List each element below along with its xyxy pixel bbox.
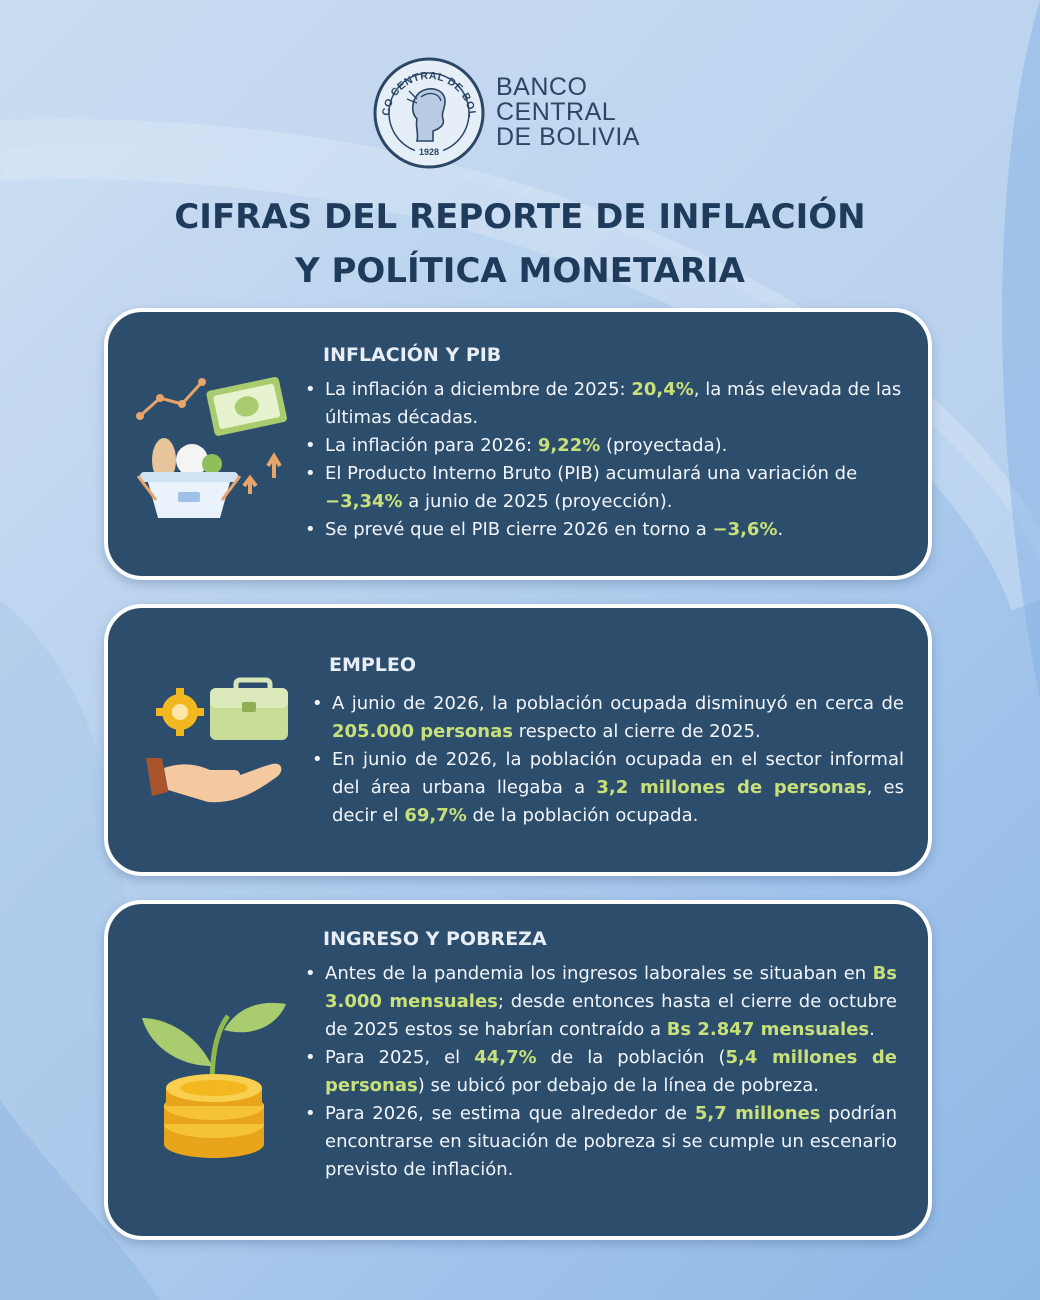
bullet-text: Para 2026, se estima que alrededor de (325, 1103, 695, 1124)
bullet-text: (proyectada). (600, 435, 728, 456)
highlighted-figure: 5,4 millones de personas (325, 1047, 898, 1096)
bullet-text: La inflación a diciembre de 2025: (325, 379, 632, 400)
bullet-text: respecto al cierre de 2025. (512, 721, 761, 742)
bullet-text: En junio de 2026, la población ocupada e… (332, 749, 904, 798)
highlighted-figure: 5,7 millones (694, 1103, 821, 1124)
highlighted-figure: 9,22% (537, 435, 601, 456)
bullet-text: Para 2025, el (325, 1047, 475, 1068)
bullet-item: Para 2025, el 44,7% de la población (5,4… (305, 1044, 897, 1100)
bank-name: BANCO CENTRAL DE BOLIVIA (496, 75, 640, 150)
bullet-text: a junio de 2025 (proyección). (402, 491, 673, 512)
seal-year: 1928 (419, 147, 439, 157)
bullet-item: La inflación para 2026: 9,22% (proyectad… (305, 432, 905, 460)
bullet-item: El Producto Interno Bruto (PIB) acumular… (305, 460, 905, 516)
briefcase-hand-icon (146, 677, 288, 803)
bullet-text: A junio de 2026, la población ocupada di… (332, 693, 904, 714)
bullet-list-empleo: A junio de 2026, la población ocupada di… (312, 690, 904, 830)
section-heading-empleo: EMPLEO (329, 654, 417, 676)
header: BANCO CENTRAL DE BOLIVIA 1928 BANCO CENT… (0, 55, 1040, 175)
highlighted-figure: 69,7% (404, 805, 467, 826)
highlighted-figure: 44,7% (474, 1047, 537, 1068)
bullet-item: Antes de la pandemia los ingresos labora… (305, 960, 897, 1044)
highlighted-figure: Bs 3.000 mensuales (325, 963, 897, 1012)
bullet-item: Se prevé que el PIB cierre 2026 en torno… (305, 516, 905, 544)
bank-name-line-1: BANCO (496, 73, 588, 101)
section-heading-ingreso-pobreza: INGRESO Y POBREZA (323, 928, 547, 950)
bullet-text: Se prevé que el PIB cierre 2026 en torno… (325, 519, 713, 540)
central-bank-seal-logo: BANCO CENTRAL DE BOLIVIA 1928 (373, 57, 485, 169)
bullet-text: La inflación para 2026: (325, 435, 538, 456)
bullet-text: podrían encontrarse en situación de pobr… (325, 1103, 897, 1180)
bullet-text: , la más elevada de las últimas décadas. (325, 379, 902, 428)
page-title-line-2: Y POLÍTICA MONETARIA (295, 251, 745, 291)
bullet-text: . (869, 1019, 875, 1040)
bullet-text: Antes de la pandemia los ingresos labora… (325, 963, 873, 984)
highlighted-figure: 205.000 personas (332, 721, 513, 742)
highlighted-figure: −3,34% (325, 491, 403, 512)
bullet-text: de la población ocupada. (466, 805, 699, 826)
section-heading-inflacion-pib: INFLACIÓN Y PIB (323, 344, 502, 366)
bullet-item: A junio de 2026, la población ocupada di… (312, 690, 904, 746)
bank-name-line-3: DE BOLIVIA (496, 123, 640, 151)
bullet-text: El Producto Interno Bruto (PIB) acumular… (325, 463, 858, 484)
coins-sprout-icon (142, 1002, 286, 1158)
highlighted-figure: 20,4% (631, 379, 694, 400)
highlighted-figure: 3,2 millones de personas (596, 777, 867, 798)
bullet-item: La inflación a diciembre de 2025: 20,4%,… (305, 376, 905, 432)
bullet-text: de la población ( (536, 1047, 726, 1068)
bullet-text: . (777, 519, 784, 540)
section-card-ingreso-pobreza: INGRESO Y POBREZA Antes de la pandemia l… (104, 900, 932, 1240)
bullet-text: ; desde entonces hasta el cierre de octu… (325, 991, 897, 1040)
bullet-text: ) se ubicó por debajo de la línea de pob… (417, 1075, 819, 1096)
bullet-item: En junio de 2026, la población ocupada e… (312, 746, 904, 830)
gear-icon (156, 688, 204, 736)
bullet-list-ingreso-pobreza: Antes de la pandemia los ingresos labora… (305, 960, 897, 1184)
page-title: CIFRAS DEL REPORTE DE INFLACIÓN Y POLÍTI… (0, 190, 1040, 298)
bullet-item: Para 2026, se estima que alrededor de 5,… (305, 1100, 897, 1184)
bank-name-line-2: CENTRAL (496, 98, 617, 126)
highlighted-figure: −3,6% (712, 519, 778, 540)
bullet-list-inflacion-pib: La inflación a diciembre de 2025: 20,4%,… (305, 376, 905, 544)
bullet-text: , es decir el (332, 777, 904, 826)
section-card-inflacion-pib: INFLACIÓN Y PIB La inflación a diciembre… (104, 308, 932, 580)
shopping-basket-money-icon (136, 376, 287, 518)
section-card-empleo: EMPLEO A junio de 2026, la población ocu… (104, 604, 932, 876)
highlighted-figure: Bs 2.847 mensuales (666, 1019, 870, 1040)
page-title-line-1: CIFRAS DEL REPORTE DE INFLACIÓN (174, 197, 866, 237)
